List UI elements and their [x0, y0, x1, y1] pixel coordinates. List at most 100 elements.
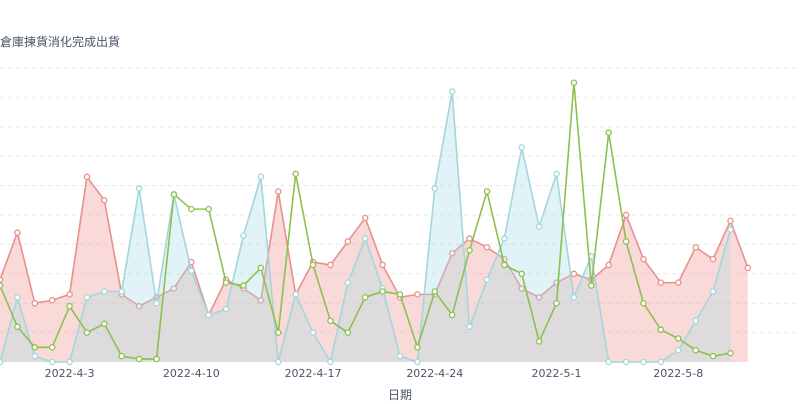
- series-0-point: [170, 285, 178, 292]
- series-2-point: [135, 355, 143, 363]
- series-1-point: [396, 352, 404, 360]
- x-tick-label: 2022-4-17: [285, 367, 342, 380]
- series-2-point: [101, 320, 108, 328]
- series-1-point: [222, 305, 230, 313]
- series-2-point: [48, 344, 56, 351]
- series-0-area: [0, 176, 748, 362]
- series-2-point: [66, 302, 73, 310]
- series-2-point: [501, 261, 508, 269]
- x-tick-label: 2022-4-24: [406, 367, 463, 380]
- series-0-point: [379, 261, 386, 269]
- series-2-point: [170, 191, 178, 198]
- series-2-point: [709, 352, 717, 360]
- series-2-point: [518, 270, 525, 278]
- series-0-point: [675, 279, 682, 286]
- series-1-point: [118, 288, 125, 295]
- series-2-point: [257, 264, 265, 272]
- series-2-point: [570, 79, 578, 86]
- series-1-point: [0, 358, 4, 366]
- series-0-point: [744, 264, 752, 272]
- x-tick-label: 2022-5-8: [653, 367, 703, 380]
- series-0-point: [605, 261, 612, 269]
- series-1-point: [431, 185, 439, 192]
- series-1-point: [535, 223, 543, 231]
- series-0-point: [31, 299, 39, 307]
- series-1-point: [344, 279, 352, 286]
- series-1-point: [275, 358, 282, 366]
- series-1-point: [501, 235, 508, 242]
- series-0-point: [692, 244, 699, 251]
- series-2-point: [361, 294, 369, 301]
- series-0-point: [361, 214, 369, 222]
- series-2-point: [692, 346, 699, 354]
- series-1-point: [83, 294, 91, 301]
- series-2-point: [448, 311, 456, 319]
- series-1-point: [309, 329, 317, 336]
- series-1-point: [188, 267, 195, 275]
- series-0-point: [344, 238, 352, 245]
- series-0-point: [135, 302, 143, 310]
- series-2-point: [483, 188, 491, 195]
- series-2-point: [188, 205, 195, 213]
- series-0-point: [570, 270, 578, 278]
- series-1-point: [518, 144, 525, 151]
- series-1-point: [101, 288, 108, 295]
- series-1-point: [727, 226, 734, 233]
- series-0-point: [257, 297, 265, 304]
- series-1-point: [553, 170, 560, 178]
- series-1-point: [14, 294, 21, 301]
- series-1-point: [240, 232, 247, 239]
- series-0-point: [622, 211, 630, 219]
- series-1-point: [257, 173, 265, 181]
- series-2-point: [727, 349, 734, 357]
- series-0-point: [327, 261, 334, 269]
- series-2-point: [0, 282, 4, 289]
- series-2-point: [240, 282, 247, 289]
- series-0-point: [275, 188, 282, 195]
- series-2-point: [379, 288, 386, 295]
- series-1-point: [361, 235, 369, 242]
- series-2-point: [657, 326, 665, 333]
- series-2-point: [414, 344, 421, 351]
- series-1-point: [153, 299, 160, 307]
- series-2-point: [118, 352, 125, 360]
- series-0-point: [83, 173, 91, 181]
- series-1-point: [31, 352, 39, 360]
- series-0-point: [48, 297, 56, 304]
- series-0-point: [640, 255, 647, 263]
- series-2-point: [588, 282, 595, 289]
- chart-title: 倉庫揀貨消化完成出貨: [0, 35, 121, 49]
- series-1-point: [327, 358, 334, 366]
- series-0-point: [14, 229, 21, 236]
- series-1-point: [135, 185, 143, 192]
- series-2-point: [535, 338, 543, 345]
- series-2-point: [292, 170, 299, 178]
- series-1-area: [0, 91, 731, 363]
- series-0-point: [657, 279, 665, 286]
- series-2-point: [153, 355, 160, 363]
- series-2-point: [396, 291, 404, 298]
- series-0-point: [727, 217, 734, 225]
- x-tick-label: 2022-5-1: [532, 367, 582, 380]
- x-axis-label: 日期: [387, 388, 412, 402]
- series-2-point: [14, 323, 21, 330]
- series-1-point: [640, 358, 647, 366]
- series-1-point: [692, 317, 699, 325]
- series-1-point: [414, 358, 421, 366]
- series-2-point: [275, 329, 282, 336]
- series-1-point: [66, 358, 73, 366]
- series-1-point: [657, 358, 665, 366]
- series-0-point: [0, 276, 4, 283]
- series-2-point: [466, 247, 473, 254]
- series-2-point: [431, 288, 439, 295]
- series-0-point: [709, 255, 717, 263]
- series-0-point: [466, 235, 473, 242]
- x-tick-label: 2022-4-3: [45, 367, 95, 380]
- series-2-point: [553, 299, 560, 307]
- series-1-point: [709, 288, 717, 295]
- series-1-point: [605, 358, 612, 366]
- series-2-point: [31, 344, 39, 351]
- x-tick-label: 2022-4-10: [163, 367, 220, 380]
